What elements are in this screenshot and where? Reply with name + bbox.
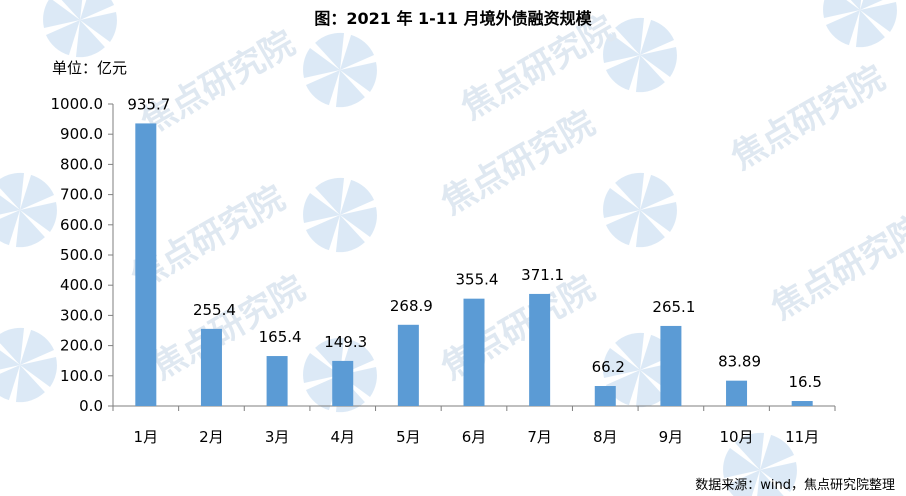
- data-label: 355.4: [456, 271, 499, 289]
- x-tick-label: 3月: [265, 428, 290, 446]
- data-label: 165.4: [259, 328, 302, 346]
- bar: [135, 123, 157, 406]
- data-label: 268.9: [390, 297, 433, 315]
- watermark-text: 焦点研究院: [435, 103, 602, 223]
- y-tick-label: 300.0: [60, 306, 103, 324]
- x-tick-label: 2月: [199, 428, 224, 446]
- bar: [594, 386, 616, 406]
- data-labels: 935.7 255.4 165.4 149.3 268.9 355.4 371.1 66.2 2…: [127, 95, 822, 391]
- bar: [791, 401, 813, 406]
- x-tick-label: 8月: [593, 428, 618, 446]
- data-label: 371.1: [521, 266, 564, 284]
- unit-label: 单位：亿元: [52, 59, 127, 77]
- x-tick-label: 5月: [396, 428, 421, 446]
- data-label: 255.4: [193, 301, 236, 319]
- data-label: 16.5: [788, 373, 821, 391]
- bar: [463, 298, 485, 406]
- x-tick-label: 4月: [330, 428, 355, 446]
- bar: [332, 360, 354, 406]
- x-axis: 1月 2月 3月 4月 5月 6月 7月 8月 9月 10月 11月: [112, 405, 836, 446]
- x-tick-label: 7月: [527, 428, 552, 446]
- watermark-logo: [823, 0, 897, 48]
- data-label: 935.7: [127, 95, 170, 113]
- y-tick-label: 800.0: [60, 155, 103, 173]
- y-tick-label: 600.0: [60, 216, 103, 234]
- x-tick-label: 10月: [719, 428, 753, 446]
- bar: [397, 324, 419, 406]
- source-note: 数据来源：wind，焦点研究院整理: [695, 478, 895, 493]
- y-tick-label: 400.0: [60, 276, 103, 294]
- x-tick-label: 1月: [134, 428, 159, 446]
- bar: [726, 380, 748, 406]
- bar: [266, 356, 288, 406]
- y-tick-label: 200.0: [60, 337, 103, 355]
- watermark-logo: [0, 327, 57, 403]
- watermark-logo: [43, 0, 117, 58]
- x-tick-label: 11月: [785, 428, 819, 446]
- data-label: 149.3: [324, 333, 367, 351]
- chart-title: 图：2021 年 1-11 月境外债融资规模: [314, 9, 592, 28]
- watermark-logo: [603, 17, 677, 93]
- y-tick-label: 900.0: [60, 125, 103, 143]
- data-label: 265.1: [652, 298, 695, 316]
- bar: [529, 293, 551, 406]
- bar: [660, 325, 682, 406]
- x-tick-label: 9月: [659, 428, 684, 446]
- watermark-logo: [0, 172, 57, 248]
- y-tick-label: 1000.0: [51, 95, 104, 113]
- watermark-text: 焦点研究院: [135, 23, 302, 143]
- y-tick-label: 500.0: [60, 246, 103, 264]
- watermark-text: 焦点研究院: [725, 58, 892, 178]
- data-label: 66.2: [592, 358, 625, 376]
- y-tick-label: 100.0: [60, 367, 103, 385]
- watermark-text: 焦点研究院: [765, 208, 906, 328]
- data-label: 83.89: [718, 353, 761, 371]
- bars: [135, 123, 813, 406]
- watermark-logo: [723, 432, 797, 496]
- x-tick-label: 6月: [462, 428, 487, 446]
- watermark-logo: [303, 32, 377, 108]
- bar: [200, 328, 222, 406]
- watermark-logo: [303, 177, 377, 253]
- y-axis: 0.0 100.0 200.0 300.0 400.0 500.0 600.0 700.0 80…: [51, 95, 114, 415]
- watermark-logo: [603, 172, 677, 248]
- y-tick-label: 0.0: [79, 397, 103, 415]
- y-tick-label: 700.0: [60, 186, 103, 204]
